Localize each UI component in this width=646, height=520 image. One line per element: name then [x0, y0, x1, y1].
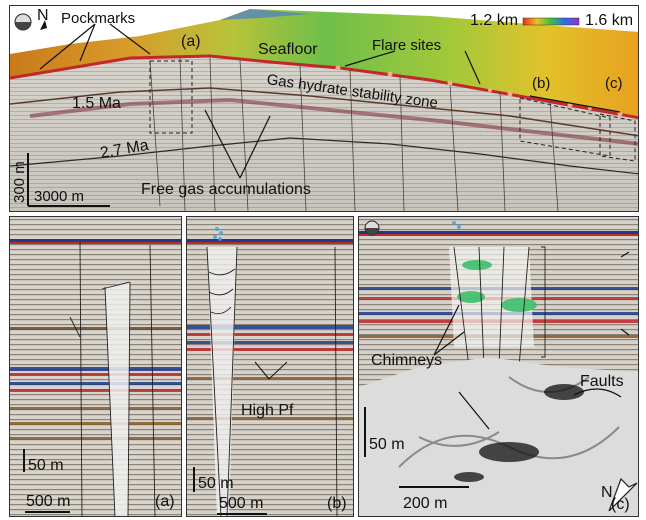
- main-panel: N Pockmarks (a) Seafloor Flare sites (b)…: [9, 5, 639, 212]
- panel-c-marker: (c): [605, 75, 623, 92]
- free-gas-label: Free gas accumulations: [141, 181, 311, 198]
- high-pf-label: High Pf: [241, 402, 294, 419]
- panel-c-seismic: [359, 217, 638, 516]
- colorbar-min-label: 1.2 km: [470, 12, 519, 29]
- main-horizontal-scale-label: 3000 m: [34, 188, 85, 205]
- main-vertical-scale-label: 300 m: [11, 161, 28, 203]
- pockmarks-label: Pockmarks: [61, 10, 136, 27]
- panel-b-vertical-scale-label: 50 m: [198, 475, 234, 492]
- north-label: N: [37, 7, 49, 24]
- colorbar-max-label: 1.6 km: [585, 12, 634, 29]
- panel-c-vertical-scale-label: 50 m: [369, 436, 405, 453]
- panel-c: Chimneys Faults 50 m 200 m N (c): [358, 216, 639, 517]
- panel-b: High Pf 50 m 500 m (b): [186, 216, 354, 517]
- panel-a-horizontal-scale-label: 500 m: [26, 493, 71, 510]
- depth-colorbar: [522, 17, 580, 26]
- panel-a-seismic: [10, 217, 181, 516]
- faults-label: Faults: [580, 373, 624, 390]
- main-seismic-figure: [10, 9, 638, 211]
- panel-c-label: (c): [611, 496, 630, 513]
- panel-a-label: (a): [155, 493, 175, 510]
- chimneys-label: Chimneys: [371, 352, 443, 369]
- panel-b-horizontal-scale-label: 500 m: [219, 495, 264, 512]
- seafloor-label: Seafloor: [258, 41, 318, 58]
- panel-c-north-label: N: [601, 484, 613, 501]
- panel-a-marker: (a): [181, 33, 201, 50]
- panel-b-label: (b): [327, 495, 347, 512]
- panel-c-horizontal-scale-label: 200 m: [403, 495, 448, 512]
- panel-b-marker: (b): [532, 75, 551, 92]
- age-1-label: 1.5 Ma: [72, 95, 121, 112]
- panel-a: 50 m 500 m (a): [9, 216, 182, 517]
- flare-sites-label: Flare sites: [372, 37, 442, 54]
- panel-a-vertical-scale-label: 50 m: [28, 457, 64, 474]
- panel-c-north-arrow-icon: [608, 477, 638, 512]
- panel-b-seismic: [187, 217, 353, 516]
